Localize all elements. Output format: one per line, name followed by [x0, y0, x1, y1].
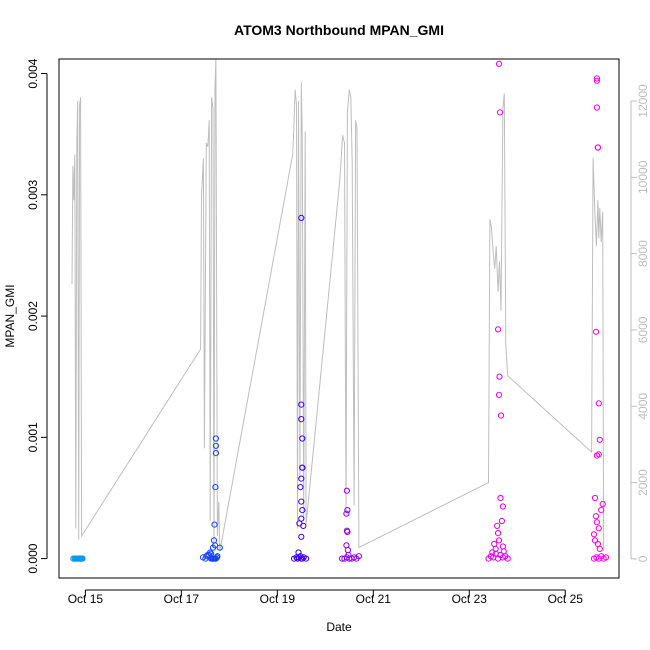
data-point-4-19 [495, 530, 502, 537]
x-axis: Oct 15 Oct 17 Oct 19 Oct 21 Oct 23 Oct 25 [68, 589, 584, 606]
plot-frame [58, 58, 620, 579]
data-point-5-20 [593, 519, 601, 526]
x-tick-label-5: Oct 25 [548, 592, 584, 606]
data-point-5-11 [592, 328, 600, 335]
data-point-3-9 [344, 507, 351, 514]
data-point-5-7 [593, 77, 601, 84]
data-point-3-15 [345, 551, 352, 559]
x-tick-label-0: Oct 15 [68, 592, 104, 606]
y-tick-label-1: 0.001 [26, 422, 40, 452]
plot-area [58, 58, 620, 579]
y-tick-label-0: 0.000 [26, 543, 40, 573]
data-point-5-8 [593, 104, 601, 111]
y-tick-label-2: 0.002 [26, 301, 40, 331]
y2-tick-label-2: 4000 [636, 393, 650, 420]
y-tick-label-3: 0.003 [26, 179, 40, 209]
data-point-1-18 [212, 484, 219, 491]
y2-tick-label-5: 10000 [636, 160, 650, 194]
data-point-4-22 [499, 543, 506, 550]
data-point-5-19 [592, 513, 600, 520]
data-point-2-18 [299, 507, 306, 514]
data-point-2-10 [298, 401, 305, 408]
data-point-2-15 [298, 475, 305, 482]
data-point-4-13 [495, 391, 503, 398]
data-point-5-6 [593, 75, 601, 82]
data-point-2-16 [297, 484, 304, 491]
data-point-4-14 [497, 412, 505, 419]
x-axis-label: Date [326, 620, 352, 634]
data-point-3-10 [343, 510, 350, 517]
data-point-1-23 [214, 553, 221, 560]
x-tick-label-2: Oct 19 [260, 592, 296, 606]
data-point-5-15 [593, 452, 601, 459]
data-point-5-12 [595, 400, 602, 407]
data-point-1-22 [204, 551, 211, 559]
data-point-5-16 [591, 494, 599, 502]
data-point-5-18 [598, 507, 605, 514]
data-point-1-20 [216, 544, 223, 551]
data-point-5-23 [591, 537, 599, 544]
data-point-1-12 [211, 542, 219, 549]
data-point-4-9 [495, 60, 503, 68]
y2-tick-label-3: 6000 [636, 316, 650, 343]
data-point-5-10 [594, 144, 602, 151]
y2-tick-label-1: 2000 [636, 469, 650, 496]
x-tick-label-1: Oct 17 [164, 592, 200, 606]
data-point-2-12 [299, 435, 306, 442]
data-point-4-10 [496, 109, 504, 116]
data-point-2-23 [295, 549, 302, 556]
data-point-5-13 [596, 436, 603, 443]
data-point-4-17 [498, 517, 505, 525]
y-axis: 0.000 0.001 0.002 0.003 0.004 [26, 58, 48, 574]
y2-axis-right: 0 2000 4000 6000 8000 10000 12000 [630, 84, 650, 562]
data-point-1-16 [212, 442, 219, 449]
data-point-4-24 [500, 548, 507, 555]
data-point-4-18 [494, 522, 501, 530]
x-tick-label-3: Oct 21 [356, 592, 392, 606]
data-point-3-12 [344, 528, 351, 536]
data-point-3-14 [344, 547, 351, 554]
y2-tick-label-6: 12000 [636, 84, 650, 118]
data-point-5-17 [599, 500, 606, 508]
data-point-1-14 [208, 550, 215, 557]
data-point-4-20 [495, 537, 503, 544]
data-point-4-16 [499, 503, 506, 510]
series-line-0 [71, 58, 605, 552]
data-point-1-15 [212, 435, 219, 442]
data-point-2-6 [299, 555, 306, 562]
data-point-2-14 [299, 464, 306, 471]
data-point-4-12 [496, 373, 503, 380]
data-point-5-25 [596, 545, 603, 553]
y-tick-label-4: 0.004 [26, 58, 40, 88]
data-point-4-11 [495, 326, 502, 333]
data-point-2-22 [298, 533, 305, 540]
data-point-3-8 [343, 487, 350, 494]
data-point-2-8 [303, 555, 310, 562]
y2-tick-label-0: 0 [636, 555, 650, 562]
y2-tick-label-4: 8000 [636, 240, 650, 267]
y-axis-label: MPAN_GMI [3, 284, 17, 347]
x-tick-label-4: Oct 23 [452, 592, 488, 606]
data-point-4-25 [489, 549, 496, 556]
data-point-0-9 [79, 555, 86, 562]
data-point-2-17 [298, 498, 305, 505]
data-point-1-17 [212, 450, 219, 457]
data-point-2-11 [298, 416, 305, 423]
data-point-1-19 [211, 521, 218, 528]
data-point-5-5 [602, 554, 610, 561]
chart-title: ATOM3 Northbound MPAN_GMI [234, 22, 444, 38]
data-point-4-8 [504, 555, 511, 562]
data-point-3-7 [355, 553, 362, 560]
data-point-2-9 [298, 214, 305, 221]
data-point-5-21 [595, 525, 602, 532]
data-point-4-15 [497, 494, 504, 502]
data-point-4-23 [492, 545, 499, 553]
data-point-2-21 [300, 522, 307, 530]
data-point-5-22 [590, 531, 598, 538]
